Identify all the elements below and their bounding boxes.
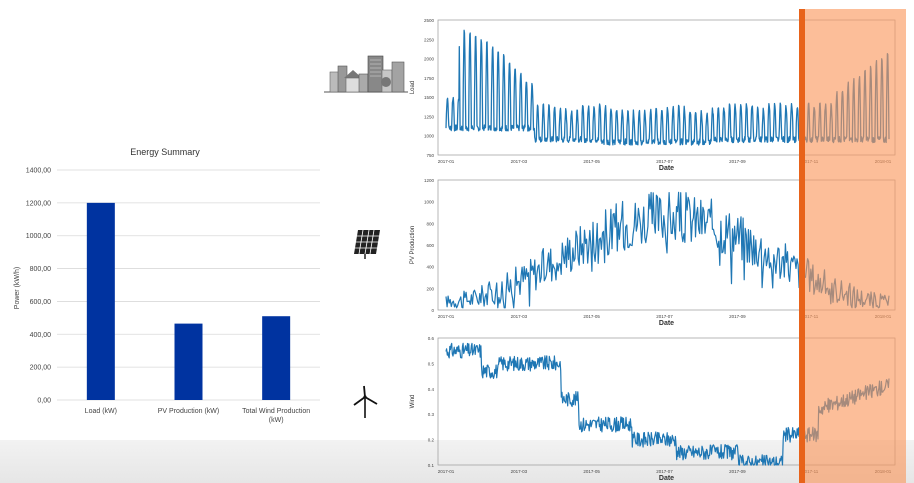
summary-bar: [174, 323, 203, 400]
summary-xtick-label: Total Wind Production (kW): [242, 408, 310, 424]
wind-ytick-label: 0.3: [428, 412, 435, 417]
summary-ytick-label: 400,00: [30, 332, 52, 339]
summary-xtick-label: PV Production (kW): [158, 408, 219, 415]
load-ytick-label: 2000: [424, 57, 435, 62]
wind-ytick-label: 0.2: [428, 438, 435, 443]
load-ytick-label: 1500: [424, 95, 435, 100]
summary-ytick-label: 1000,00: [26, 233, 51, 240]
pv-ytick-label: 600: [426, 243, 434, 248]
load-xtick-label: 2017-07: [656, 159, 673, 164]
load-xtick-label: 2017-05: [583, 159, 600, 164]
summary-ytick-label: 0,00: [37, 398, 51, 405]
load-ytick-label: 750: [426, 153, 434, 158]
wind-ytick-label: 0.4: [428, 387, 435, 392]
pv-xtick-label: 2017-05: [583, 314, 600, 319]
load-xlabel: Date: [659, 165, 674, 172]
pv-ytick-label: 1200: [424, 178, 435, 183]
pv-ytick-label: 0: [431, 308, 434, 313]
wind-ytick-label: 0.6: [428, 336, 435, 341]
wind-xtick-label: 2017-07: [656, 469, 673, 474]
load-xtick-label: 2017-09: [729, 159, 746, 164]
wind-turbine-icon: [353, 385, 378, 418]
forecast-highlight-region: [800, 9, 906, 483]
energy-summary-chart: Energy Summary Power (kW/h) 0,00 200,00 40…: [14, 147, 320, 424]
summary-ytick-label: 800,00: [30, 266, 52, 273]
pv-ytick-label: 200: [426, 286, 434, 291]
pv-ylabel: PV Production: [410, 226, 416, 264]
summary-bar: [262, 316, 291, 400]
summary-ytick-label: 1400,00: [26, 168, 51, 175]
summary-ytick-label: 600,00: [30, 299, 52, 306]
solar-panel-icon: [354, 229, 380, 259]
load-ytick-label: 1750: [424, 76, 435, 81]
load-ytick-label: 2250: [424, 37, 435, 42]
load-ytick-label: 2500: [424, 18, 435, 23]
summary-ytick-label: 1200,00: [26, 200, 51, 207]
load-ytick-label: 1250: [424, 114, 435, 119]
summary-ytick-label: 200,00: [30, 365, 52, 372]
wind-ylabel: Wind: [410, 395, 416, 409]
summary-xtick-label: Load (kW): [85, 408, 117, 415]
wind-xtick-label: 2017-05: [583, 469, 600, 474]
pv-xtick-label: 2017-07: [656, 314, 673, 319]
wind-xtick-label: 2017-03: [511, 469, 528, 474]
summary-title: Energy Summary: [130, 147, 200, 157]
forecast-start-marker: [799, 9, 805, 483]
pv-ytick-label: 1000: [424, 200, 435, 205]
city-buildings-icon: [324, 55, 408, 93]
wind-ytick-label: 0.5: [428, 361, 435, 366]
load-xtick-label: 2017-01: [438, 159, 455, 164]
pv-xtick-label: 2017-01: [438, 314, 455, 319]
wind-xtick-label: 2017-09: [729, 469, 746, 474]
load-xtick-label: 2017-03: [511, 159, 528, 164]
summary-bar: [86, 202, 115, 400]
pv-ytick-label: 400: [426, 265, 434, 270]
pv-xtick-label: 2017-03: [511, 314, 528, 319]
load-ylabel: Load: [410, 81, 416, 94]
wind-xlabel: Date: [659, 475, 674, 482]
summary-ylabel: Power (kW/h): [14, 267, 21, 309]
pv-xtick-label: 2017-09: [729, 314, 746, 319]
pv-ytick-label: 800: [426, 221, 434, 226]
load-ytick-label: 1000: [424, 134, 435, 139]
pv-xlabel: Date: [659, 320, 674, 327]
wind-xtick-label: 2017-01: [438, 469, 455, 474]
wind-ytick-label: 0.1: [428, 463, 435, 468]
